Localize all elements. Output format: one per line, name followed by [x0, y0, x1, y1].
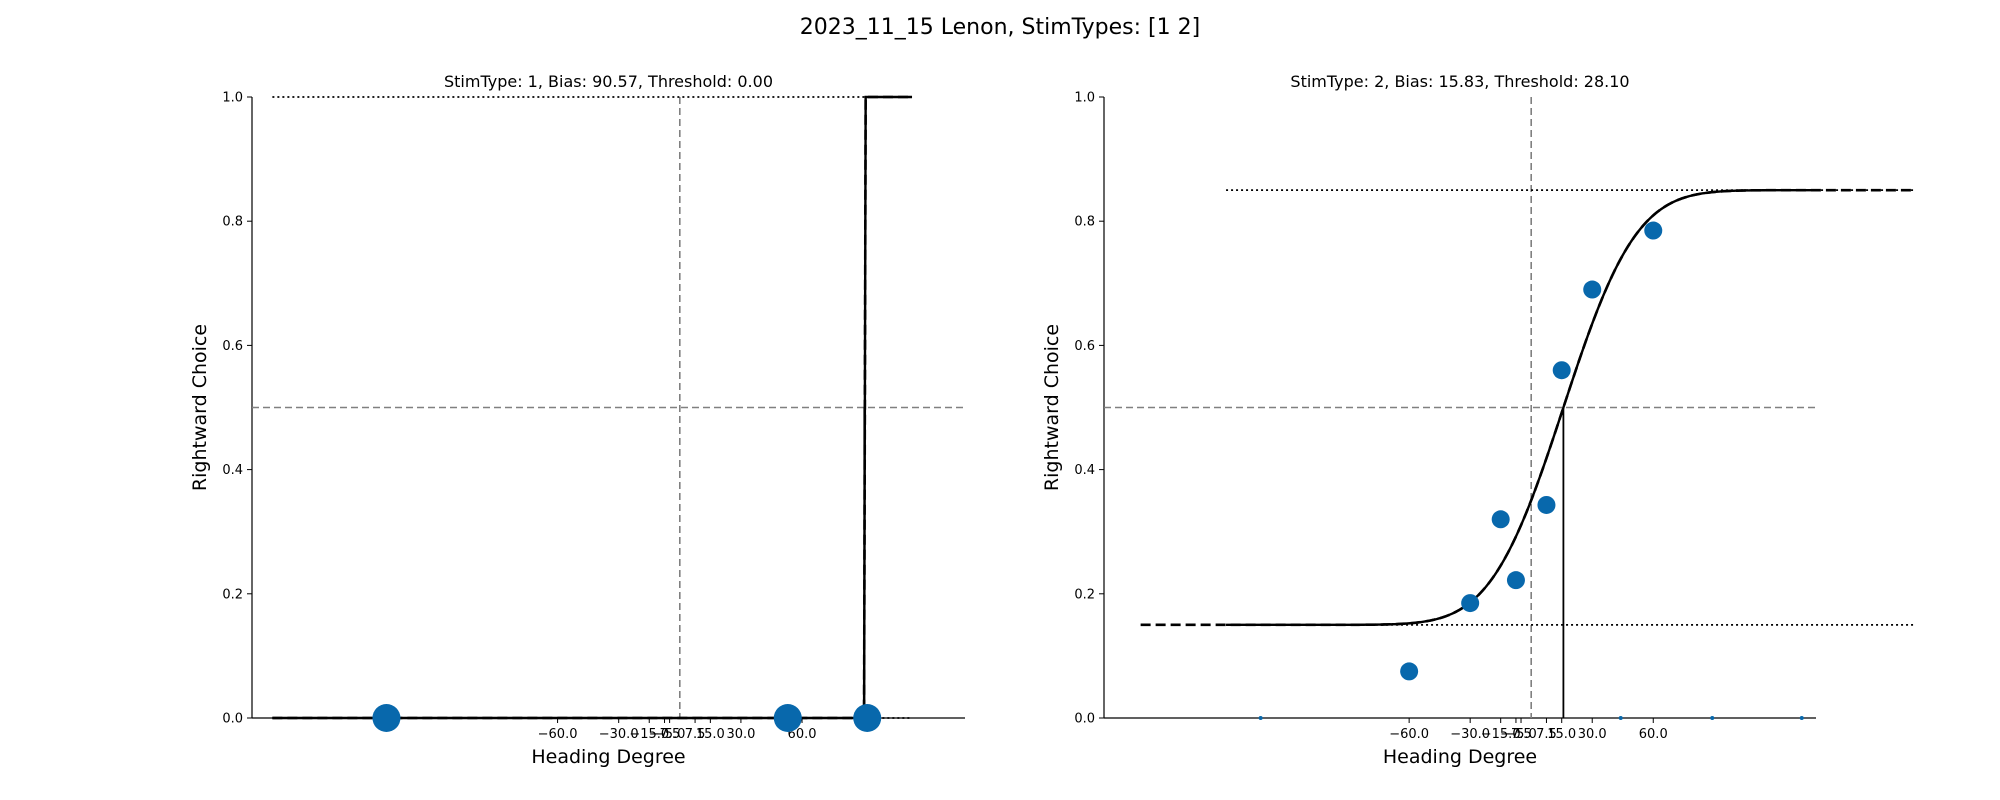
x-tick-label: 60.0 [788, 727, 817, 742]
x-tick-label: 15.0 [1547, 727, 1576, 742]
y-tick-label: 0.0 [222, 712, 243, 727]
figure-title: 2023_11_15 Lenon, StimTypes: [1 2] [800, 15, 1200, 40]
y-axis-label: Rightward Choice [189, 324, 211, 491]
y-tick-label: 0.8 [222, 215, 243, 230]
fit-curve [1226, 188, 1821, 627]
x-tick-label: 15.0 [696, 727, 725, 742]
x-tick-label: −30.0 [599, 727, 639, 742]
y-axis-label: Rightward Choice [1041, 324, 1063, 491]
data-point [1799, 716, 1804, 720]
x-tick-label: 30.0 [1578, 727, 1607, 742]
y-tick-label: 0.2 [1074, 587, 1095, 602]
x-tick-label: −60.0 [1389, 727, 1429, 742]
data-point [372, 704, 401, 732]
panel-title: StimType: 1, Bias: 90.57, Threshold: 0.0… [444, 72, 773, 91]
y-tick-label: 0.0 [1074, 712, 1095, 727]
x-tick-label: −5.0 [654, 727, 686, 742]
y-tick-label: 1.0 [1074, 91, 1095, 106]
x-tick-label: −60.0 [538, 727, 578, 742]
x-tick-label: 30.0 [726, 727, 755, 742]
panel-stimtype-1: StimType: 1, Bias: 90.57, Threshold: 0.0… [189, 72, 965, 768]
data-point [773, 704, 802, 732]
data-point [1618, 716, 1623, 720]
data-point [1537, 495, 1556, 514]
x-tick-label: −15.0 [629, 727, 669, 742]
x-tick-label: −15.0 [1481, 727, 1521, 742]
data-point [1461, 594, 1480, 613]
data-point [1258, 716, 1263, 720]
x-tick-label: 7.5 [685, 727, 706, 742]
x-tick-label: −7.5 [1500, 727, 1532, 742]
y-tick-label: 0.6 [222, 339, 243, 354]
y-tick-label: 0.4 [1074, 463, 1095, 478]
y-tick-label: 0.4 [222, 463, 243, 478]
data-point [853, 704, 882, 732]
data-point [1710, 716, 1715, 720]
data-point [1583, 280, 1602, 299]
panel-stimtype-2: StimType: 2, Bias: 15.83, Threshold: 28.… [1041, 72, 1914, 768]
x-tick-label: 60.0 [1639, 727, 1668, 742]
x-axis-label: Heading Degree [531, 746, 685, 768]
x-axis-label: Heading Degree [1383, 746, 1537, 768]
y-tick-label: 1.0 [222, 91, 243, 106]
x-tick-label: −30.0 [1450, 727, 1490, 742]
x-tick-label: −7.5 [649, 727, 681, 742]
y-tick-label: 0.6 [1074, 339, 1095, 354]
y-tick-label: 0.2 [222, 587, 243, 602]
x-tick-label: 7.5 [1536, 727, 1557, 742]
data-point [1552, 361, 1571, 380]
data-point [1506, 571, 1525, 590]
data-point [1491, 510, 1510, 529]
panel-title: StimType: 2, Bias: 15.83, Threshold: 28.… [1290, 72, 1629, 91]
data-point [1644, 221, 1663, 240]
data-point [1400, 662, 1419, 681]
x-tick-label: −5.0 [1505, 727, 1537, 742]
y-tick-label: 0.8 [1074, 215, 1095, 230]
